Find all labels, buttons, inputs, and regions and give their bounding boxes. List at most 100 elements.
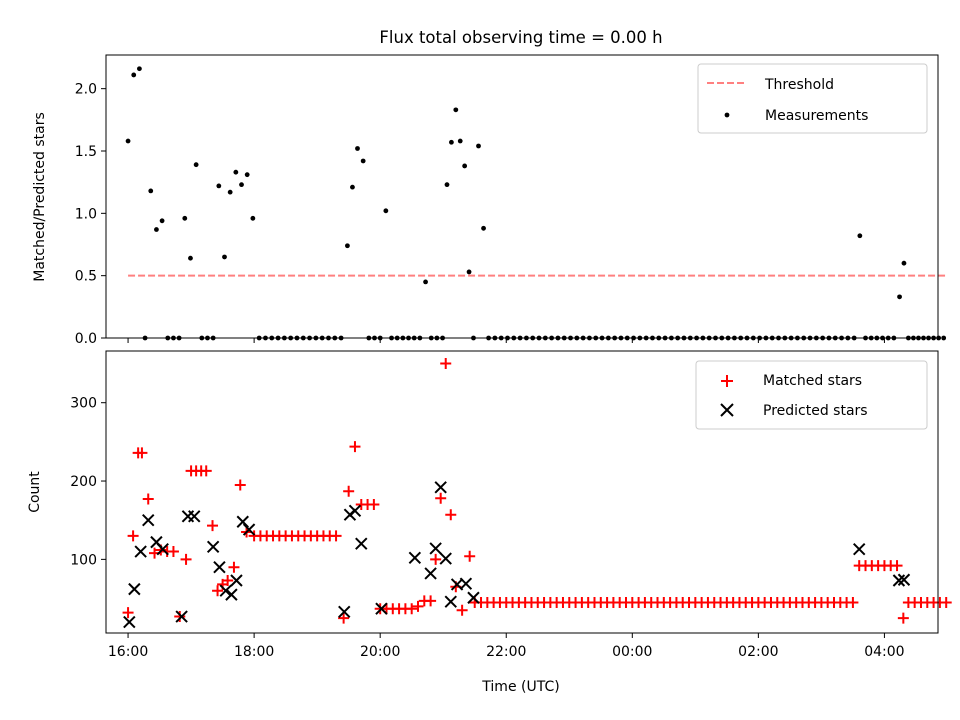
measurement-point xyxy=(423,279,428,285)
x-axis-label: Time (UTC) xyxy=(481,679,559,695)
matched-point xyxy=(349,441,361,453)
bottom-legend-box xyxy=(695,360,928,430)
predicted-point xyxy=(175,610,188,623)
measurement-point xyxy=(182,215,188,221)
bottom-x-tick-label: 04:00 xyxy=(864,644,904,660)
predicted-point xyxy=(230,574,243,587)
measurement-point xyxy=(131,72,137,78)
predicted-point xyxy=(424,567,437,580)
predicted-point xyxy=(375,602,388,615)
matched-point xyxy=(142,493,154,505)
matched-point xyxy=(222,575,234,587)
measurement-point xyxy=(481,225,486,231)
predicted-point xyxy=(213,560,226,574)
predicted-point xyxy=(434,481,447,494)
matched-point xyxy=(167,546,179,558)
matched-point xyxy=(430,553,442,565)
measurement-point xyxy=(901,260,907,266)
predicted-point xyxy=(429,542,442,555)
bottom-y-tick-label: 200 xyxy=(70,474,97,490)
measurement-point xyxy=(457,138,463,144)
matched-point xyxy=(200,465,212,477)
measurement-point xyxy=(383,208,389,214)
bottom-panel: 100 200 300 16:00 18:00 20:00 22:00 00:00 02:00 0… xyxy=(27,350,952,695)
measurement-point xyxy=(154,227,159,232)
matched-point xyxy=(456,604,468,616)
predicted-point xyxy=(348,504,362,518)
measurement-point xyxy=(350,184,355,190)
matched-point xyxy=(406,603,418,615)
matched-point xyxy=(847,596,859,608)
predicted-point xyxy=(142,513,155,527)
bottom-y-tick-label: 300 xyxy=(70,396,97,412)
measurement-point xyxy=(360,158,366,164)
measurement-point xyxy=(466,269,472,275)
measurement-point xyxy=(897,294,902,300)
top-legend-box xyxy=(697,63,928,134)
matched-point xyxy=(464,550,476,562)
bottom-x-tick-label: 00:00 xyxy=(612,644,652,660)
bottom-y-axis-label: Count xyxy=(27,471,43,513)
predicted-point xyxy=(408,551,422,565)
predicted-point xyxy=(242,523,256,536)
measurements-legend-swatch xyxy=(724,112,730,118)
top-plot-marks xyxy=(125,66,948,341)
measurement-point xyxy=(449,139,454,145)
predicted-point xyxy=(439,552,452,565)
bottom-plot-marks xyxy=(122,358,952,629)
bottom-x-tick-label: 22:00 xyxy=(486,644,526,660)
measurement-point xyxy=(250,215,256,221)
measurement-point xyxy=(345,243,350,249)
predicted-point xyxy=(206,540,220,554)
measurement-point xyxy=(227,189,233,195)
measurement-point xyxy=(188,255,193,261)
measurement-point xyxy=(476,143,481,149)
measurement-point xyxy=(462,163,468,169)
matched-point xyxy=(174,611,186,623)
measurement-point xyxy=(125,138,131,144)
matched-point xyxy=(228,561,240,573)
predicted-point xyxy=(219,584,232,597)
top-y-tick-label: 1.0 xyxy=(75,206,97,222)
measurement-point xyxy=(453,107,459,113)
matched-point xyxy=(212,585,224,597)
predicted-point xyxy=(355,537,368,550)
top-legend: Threshold Measurements xyxy=(697,63,928,134)
matched-point xyxy=(136,447,148,459)
measurement-point xyxy=(216,183,222,189)
top-axes: 0.0 0.5 1.0 1.5 2.0 xyxy=(75,82,885,347)
matched-point xyxy=(330,530,342,542)
top-y-tick-label: 2.0 xyxy=(75,82,97,98)
predicted-point xyxy=(892,574,906,587)
bottom-x-tick-label: 20:00 xyxy=(360,644,400,660)
matched-point xyxy=(891,560,903,572)
matched-point xyxy=(425,595,437,607)
matched-point xyxy=(180,553,192,565)
predicted-point xyxy=(459,577,473,590)
measurement-point xyxy=(137,66,142,72)
predicted-point xyxy=(467,591,480,604)
bottom-x-tick-label: 02:00 xyxy=(738,644,778,660)
measurement-point xyxy=(857,233,863,239)
predicted-point xyxy=(156,542,169,556)
top-y-tick-label: 0.5 xyxy=(75,269,97,285)
top-y-tick-label: 1.5 xyxy=(75,144,97,160)
matched-point xyxy=(338,612,350,624)
predicted-point xyxy=(853,542,866,556)
bottom-y-tick-label: 100 xyxy=(70,552,97,568)
measurement-point xyxy=(444,182,450,188)
matched-point xyxy=(234,479,246,491)
matched-point xyxy=(435,492,447,504)
measurement-point xyxy=(159,218,165,224)
predicted-point xyxy=(128,582,141,596)
matched-point xyxy=(940,596,952,608)
measurement-point xyxy=(355,146,360,151)
matched-point xyxy=(368,499,380,511)
matched-point xyxy=(440,358,452,370)
predicted-point xyxy=(225,588,238,601)
top-y-tick-label: 0.0 xyxy=(75,331,97,347)
threshold-legend-label: Threshold xyxy=(764,77,834,93)
measurement-point xyxy=(233,169,239,175)
matched-legend-label: Matched stars xyxy=(763,373,862,389)
